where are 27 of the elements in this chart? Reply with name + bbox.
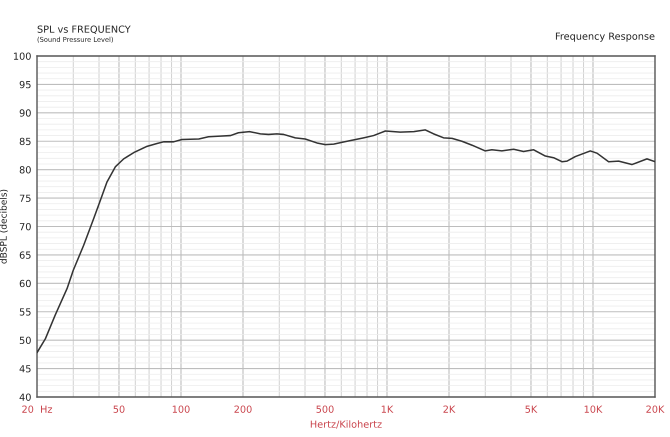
y-tick-label: 70 [20, 222, 31, 230]
y-tick-label: 55 [20, 308, 31, 316]
y-tick-label: 95 [20, 80, 31, 88]
x-tick-label: 1K [382, 406, 394, 413]
y-tick-label: 50 [20, 336, 31, 344]
y-tick-label: 85 [20, 138, 31, 146]
chart-title: SPL vs FREQUENCY [38, 25, 131, 34]
text: Frequency Response [556, 32, 654, 42]
x-tick-label: 20K [646, 406, 665, 413]
y-tick-label: 65 [20, 251, 31, 259]
y-tick-label: 90 [20, 109, 31, 117]
y-tick-label: 60 [20, 280, 31, 288]
x-tick-label: 2K [443, 406, 456, 413]
x-tick-label: 50 [114, 406, 125, 413]
y-tick-label: 80 [20, 166, 31, 174]
x-tick-label: 200 [234, 406, 252, 413]
x-tick-label: 20 Hz [22, 406, 52, 413]
y-tick-label: 100 [14, 52, 31, 60]
y-axis-title: dBSPL (decibels) [0, 190, 8, 264]
x-axis-title: Hertz/Kilohertz [310, 420, 382, 429]
x-tick-label: 5K [525, 406, 538, 413]
y-tick-label: 45 [20, 365, 31, 372]
x-tick-label: 500 [316, 406, 334, 413]
y-tick-label: 75 [20, 194, 31, 202]
x-tick-label: 100 [172, 406, 190, 413]
x-tick-label: 10K [584, 406, 603, 413]
y-tick-label: 40 [20, 393, 31, 401]
